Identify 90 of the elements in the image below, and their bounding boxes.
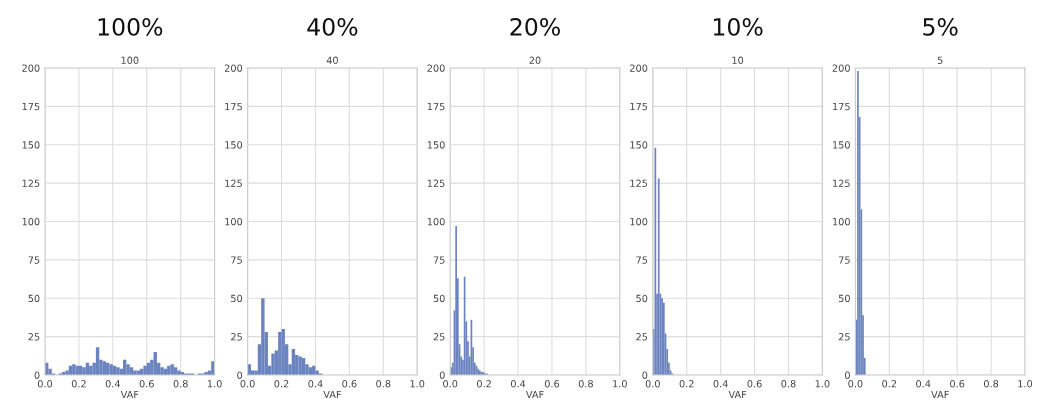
x-tick-label: 0.8	[376, 380, 391, 388]
x-tick-label: 0.4	[308, 380, 323, 388]
y-tick-label: 25	[433, 333, 445, 341]
y-tick-label: 200	[427, 64, 445, 72]
x-axis-title: VAF	[931, 390, 949, 399]
y-tick-label: 0	[439, 371, 445, 379]
y-tick-label: 50	[231, 294, 243, 303]
chart-title: 40%	[307, 17, 358, 36]
x-tick-label: 0.4	[916, 380, 931, 388]
x-tick-label: 0.2	[679, 380, 694, 388]
y-tick-label: 75	[636, 256, 648, 264]
x-tick-label: 0.6	[139, 380, 154, 388]
chart-title: 20%	[510, 17, 560, 36]
y-tick-label: 75	[433, 256, 445, 264]
x-tick-label: 0.8	[781, 380, 796, 388]
x-tick-label: 0.8	[578, 380, 593, 388]
x-tick-label: 0.6	[747, 380, 762, 388]
x-tick-label: 0.0	[240, 380, 255, 388]
y-tick-label: 150	[833, 141, 850, 149]
y-tick-label: 75	[838, 256, 850, 264]
x-tick-label: 1.0	[410, 380, 425, 388]
y-tick-label: 125	[22, 179, 40, 187]
chart-title: 5%	[923, 17, 958, 36]
chart-subtitle: 20	[529, 56, 541, 64]
chart-subtitle: 5	[937, 56, 943, 64]
y-tick-label: 25	[636, 333, 648, 341]
y-tick-label: 200	[224, 64, 243, 72]
y-tick-label: 175	[225, 102, 242, 111]
y-tick-label: 25	[838, 333, 850, 341]
y-tick-label: 75	[28, 256, 40, 264]
y-tick-label: 50	[838, 294, 850, 303]
y-tick-label: 175	[427, 102, 445, 111]
chart-title: 10%	[713, 17, 763, 36]
x-tick-label: 0.2	[477, 380, 491, 388]
x-tick-label: 0.2	[882, 380, 897, 388]
y-tick-label: 25	[28, 333, 40, 341]
y-tick-label: 100	[225, 217, 243, 226]
y-tick-label: 175	[833, 102, 850, 111]
x-tick-label: 1.0	[207, 380, 222, 388]
x-tick-label: 0.8	[983, 380, 999, 388]
y-tick-label: 150	[427, 141, 445, 149]
y-tick-label: 0	[34, 371, 40, 379]
x-tick-label: 0.2	[274, 380, 289, 388]
x-tick-label: 0.4	[713, 380, 728, 388]
x-tick-label: 0.2	[71, 380, 86, 388]
y-tick-label: 100	[427, 217, 445, 226]
x-tick-label: 1.0	[815, 380, 830, 388]
y-tick-label: 0	[844, 371, 850, 379]
y-tick-label: 50	[433, 294, 445, 303]
x-tick-label: 0.6	[950, 380, 965, 388]
y-tick-label: 50	[636, 294, 648, 303]
x-tick-label: 0.8	[173, 380, 188, 388]
x-axis-title: VAF	[120, 390, 139, 399]
y-tick-label: 150	[225, 141, 243, 149]
y-tick-label: 100	[630, 217, 648, 226]
y-tick-label: 75	[231, 256, 242, 264]
x-tick-label: 0.6	[544, 380, 560, 388]
x-tick-label: 1.0	[613, 380, 627, 388]
y-tick-label: 200	[630, 64, 648, 72]
y-tick-label: 125	[225, 179, 242, 187]
y-tick-label: 125	[833, 179, 850, 187]
x-axis-title: VAF	[525, 390, 544, 399]
x-tick-label: 0.0	[37, 380, 53, 388]
x-tick-label: 0.4	[105, 380, 121, 388]
y-tick-label: 100	[22, 217, 40, 226]
x-tick-label: 1.0	[1018, 380, 1033, 388]
x-tick-label: 0.0	[848, 380, 863, 388]
chart-title: 100%	[98, 17, 163, 36]
chart-subtitle: 40	[326, 56, 338, 64]
x-tick-label: 0.6	[342, 380, 357, 388]
y-tick-label: 125	[630, 179, 648, 187]
x-axis-title: VAF	[323, 390, 341, 399]
y-tick-label: 150	[22, 141, 40, 149]
x-axis-title: VAF	[728, 390, 747, 399]
y-tick-label: 25	[231, 333, 242, 341]
y-tick-label: 175	[630, 102, 648, 111]
y-tick-label: 125	[427, 179, 445, 187]
chart-subtitle: 100	[121, 56, 139, 64]
x-tick-label: 0.0	[443, 380, 458, 388]
y-tick-label: 0	[237, 371, 243, 379]
x-tick-label: 0.0	[645, 380, 660, 388]
y-tick-label: 175	[22, 102, 40, 111]
y-tick-label: 0	[642, 371, 648, 379]
x-tick-label: 0.4	[510, 380, 526, 388]
y-tick-label: 200	[832, 64, 850, 72]
chart-subtitle: 10	[732, 56, 744, 64]
y-tick-label: 50	[28, 294, 40, 303]
y-tick-label: 100	[833, 217, 850, 226]
y-tick-label: 200	[22, 64, 40, 72]
y-tick-label: 150	[630, 141, 648, 149]
